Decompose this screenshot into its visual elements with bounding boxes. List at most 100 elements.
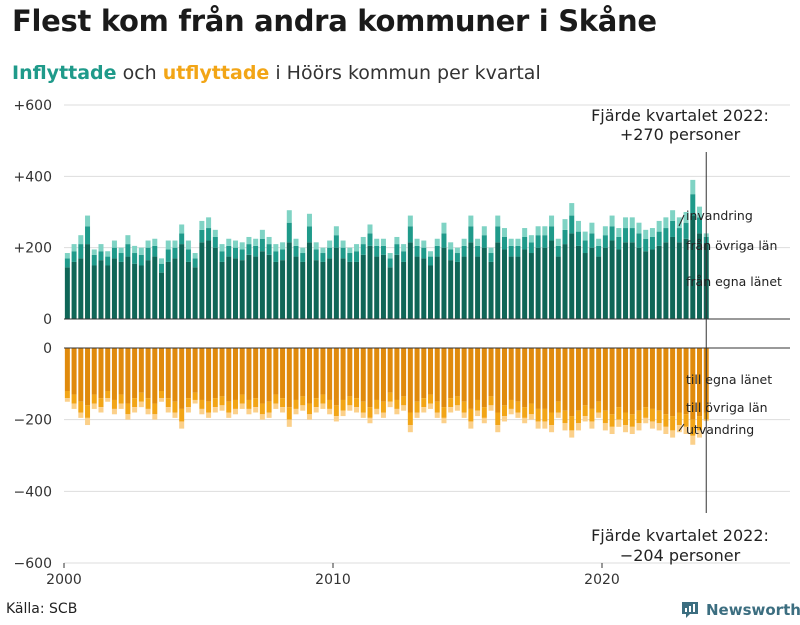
bar-bottom-2: [145, 398, 151, 409]
bar-top-1: [165, 261, 171, 319]
bar-bottom-1: [596, 348, 602, 402]
bar-bottom-2: [98, 398, 104, 408]
bar-top-2: [670, 220, 676, 237]
bar-top-3: [441, 222, 447, 234]
bar-top-3: [165, 240, 171, 250]
bar-bottom-3: [697, 430, 703, 438]
bar-top-3: [448, 242, 454, 250]
bar-top-1: [219, 261, 225, 319]
bar-bottom-3: [105, 398, 111, 402]
bar-top-2: [488, 253, 494, 262]
bar-bottom-3: [219, 405, 225, 411]
bar-bottom-3: [185, 407, 191, 413]
bar-top-3: [522, 228, 528, 237]
bar-bottom-1: [98, 348, 104, 399]
bar-bottom-3: [360, 412, 366, 418]
bar-bottom-2: [448, 398, 454, 408]
bar-bottom-1: [85, 348, 91, 406]
bar-top-3: [71, 244, 77, 252]
bar-top-2: [414, 245, 420, 257]
bar-bottom-2: [475, 399, 481, 411]
bar-bottom-3: [85, 417, 91, 426]
bar-top-1: [266, 254, 272, 319]
bar-top-3: [515, 238, 521, 246]
bar-bottom-3: [145, 408, 151, 415]
bar-bottom-1: [152, 348, 158, 404]
bar-bottom-2: [495, 412, 501, 426]
bar-bottom-3: [522, 417, 528, 424]
bar-top-1: [327, 258, 333, 319]
bar-bottom-2: [347, 396, 353, 406]
bar-top-2: [185, 249, 191, 262]
bar-top-3: [300, 247, 306, 254]
bar-bottom-2: [528, 403, 534, 415]
bar-bottom-2: [569, 416, 575, 431]
bar-top-1: [78, 258, 84, 319]
x-tick-label: 2010: [315, 572, 351, 588]
bar-top-3: [138, 247, 144, 255]
bar-top-1: [246, 254, 252, 319]
bar-bottom-3: [468, 421, 474, 429]
bar-top-1: [475, 256, 481, 319]
bar-top-3: [111, 240, 117, 248]
bar-top-3: [387, 253, 393, 259]
bar-bottom-2: [320, 394, 326, 404]
bar-top-3: [179, 224, 185, 234]
bar-top-2: [320, 253, 326, 262]
bar-top-2: [367, 233, 373, 246]
bar-top-1: [253, 256, 259, 319]
bar-top-2: [354, 251, 360, 262]
bar-bottom-1: [78, 348, 84, 402]
bar-bottom-1: [91, 348, 97, 395]
bar-top-1: [172, 258, 178, 319]
bar-bottom-3: [454, 405, 460, 411]
bar-bottom-2: [374, 399, 380, 409]
bar-bottom-3: [441, 417, 447, 424]
bar-bottom-3: [152, 414, 158, 420]
subtitle-och: och: [116, 62, 163, 84]
bar-top-3: [589, 222, 595, 234]
bar-top-2: [91, 254, 97, 266]
bar-bottom-3: [286, 419, 292, 427]
bar-top-2: [226, 245, 232, 257]
bar-bottom-3: [91, 403, 97, 409]
bar-top-2: [569, 215, 575, 234]
bar-top-3: [394, 236, 400, 245]
bar-bottom-1: [132, 348, 138, 399]
bar-bottom-1: [636, 348, 642, 411]
bar-top-3: [454, 247, 460, 254]
bar-bottom-3: [232, 408, 238, 415]
bar-top-3: [562, 219, 568, 230]
bar-top-1: [582, 253, 588, 319]
bar-bottom-2: [508, 399, 514, 409]
bar-top-2: [421, 247, 427, 259]
bar-bottom-1: [185, 348, 191, 399]
bar-bottom-3: [333, 416, 339, 422]
bar-top-1: [488, 261, 494, 319]
bar-bottom-1: [428, 348, 434, 395]
bar-top-3: [582, 231, 588, 241]
bar-top-3: [212, 229, 218, 237]
bar-top-3: [549, 215, 555, 227]
bar-bottom-3: [273, 403, 279, 409]
bar-top-3: [623, 217, 629, 229]
bar-bottom-1: [306, 348, 312, 404]
bar-bottom-3: [555, 412, 561, 418]
bar-bottom-3: [138, 401, 144, 408]
bar-top-3: [145, 240, 151, 248]
bar-bottom-2: [78, 401, 84, 413]
bar-bottom-2: [64, 391, 70, 399]
chart-title: Flest kom från andra kommuner i Skåne: [12, 4, 657, 38]
bar-top-1: [212, 247, 218, 319]
bar-bottom-2: [690, 419, 696, 436]
bar-top-3: [670, 210, 676, 221]
bar-bottom-1: [259, 348, 265, 404]
bar-top-2: [78, 244, 84, 259]
callout-bottom-line1: Fjärde kvartalet 2022:: [591, 526, 769, 545]
bar-bottom-1: [609, 348, 615, 415]
bar-top-3: [239, 242, 245, 250]
bar-bottom-1: [522, 348, 528, 408]
bar-top-3: [172, 240, 178, 248]
bar-bottom-1: [199, 348, 205, 400]
